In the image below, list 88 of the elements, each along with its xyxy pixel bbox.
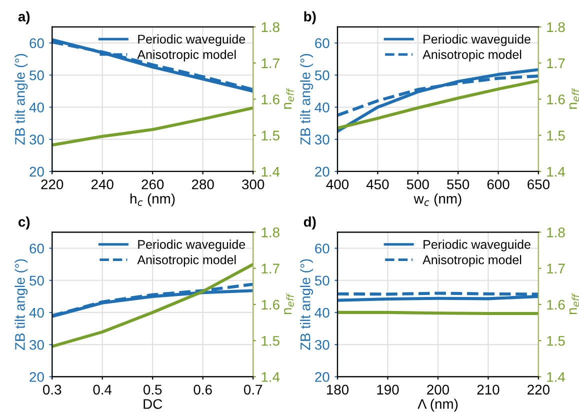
y-axis-title: ZB tilt angle (°)	[14, 259, 28, 350]
x-tick-label: 500	[406, 179, 429, 190]
y-tick-label: 50	[30, 276, 44, 286]
x-tick-label: 180	[326, 384, 349, 395]
legend-label: Periodic waveguide	[138, 240, 246, 252]
legend-label: Anisotropic model	[137, 50, 236, 62]
y-tick-label: 60	[30, 38, 44, 48]
x-tick-label: 190	[377, 384, 399, 395]
y2-tick-label: 1.4	[262, 166, 280, 176]
line-series	[52, 106, 254, 147]
y-axis-title: ZB tilt angle (°)	[300, 259, 314, 350]
y2-tick-label: 1.7	[547, 58, 565, 68]
y2-tick-label: 1.5	[547, 130, 565, 140]
y2-tick-label: 1.8	[547, 22, 565, 32]
chart-title: b)	[304, 11, 316, 24]
y2-tick-label: 1.8	[262, 22, 280, 32]
y-tick-label: 30	[314, 134, 330, 145]
y-tick-label: 50	[314, 276, 330, 286]
y2-tick-label: 1.4	[547, 372, 566, 382]
x-tick-label: 210	[477, 384, 500, 395]
y-tick-label: 50	[30, 70, 44, 80]
y-tick-label: 20	[315, 166, 330, 177]
legend-label: Anisotropic model	[137, 255, 236, 267]
y2-tick-label: 1.7	[262, 264, 280, 274]
x-axis-title: w$_{c}$ (nm)	[414, 193, 462, 206]
x-tick-label: 260	[142, 179, 164, 190]
x-tick-label: 280	[192, 179, 214, 190]
x-tick-label: 400	[326, 179, 349, 190]
legend-label: Periodic waveguide	[424, 240, 530, 252]
x-axis-title: DC	[144, 399, 162, 409]
y-tick-label: 60	[315, 244, 330, 254]
x-tick-label: 300	[242, 179, 264, 190]
x-tick-label: 0.7	[244, 384, 262, 395]
x-tick-label: 0.5	[143, 384, 162, 395]
y2-tick-label: 1.5	[262, 130, 280, 140]
y-tick-label: 40	[29, 102, 44, 112]
y2-tick-label: 1.5	[262, 336, 280, 346]
line-series	[337, 68, 538, 133]
y2-tick-label: 1.6	[262, 94, 280, 104]
y2-tick-label: 1.6	[262, 300, 280, 310]
x-tick-label: 650	[528, 179, 550, 190]
y-tick-label: 40	[314, 308, 330, 318]
x-tick-label: 600	[487, 179, 510, 190]
y2-axis-title: n$_{eff}$	[569, 88, 579, 109]
y-axis-title: ZB tilt angle (°)	[300, 54, 314, 145]
y2-tick-label: 1.4	[547, 166, 566, 176]
x-tick-label: 0.4	[93, 384, 112, 395]
y-tick-label: 50	[314, 70, 330, 80]
y2-axis-title: n$_{eff}$	[284, 88, 294, 109]
y2-tick-label: 1.6	[547, 300, 565, 310]
y2-tick-label: 1.7	[547, 264, 565, 274]
y2-tick-label: 1.4	[262, 372, 280, 382]
x-tick-label: 220	[41, 179, 64, 190]
legend-label: Periodic waveguide	[424, 34, 530, 46]
y-tick-label: 30	[314, 340, 330, 350]
y2-tick-label: 1.7	[262, 58, 280, 68]
legend-label: Anisotropic model	[422, 50, 522, 62]
x-tick-label: 200	[427, 384, 450, 395]
y-tick-label: 40	[29, 308, 44, 318]
chart-title: c)	[18, 216, 30, 230]
line-series	[337, 79, 538, 130]
y-tick-label: 60	[30, 244, 44, 254]
y-tick-label: 20	[315, 372, 330, 382]
y-tick-label: 20	[30, 372, 44, 382]
y2-axis-title: n$_{eff}$	[284, 293, 294, 314]
x-tick-label: 0.3	[43, 384, 62, 395]
x-tick-label: 450	[366, 179, 389, 190]
legend-label: Anisotropic model	[422, 255, 522, 267]
chart-title: a)	[18, 11, 30, 24]
chart-title: d)	[304, 216, 316, 230]
y-tick-label: 30	[30, 340, 44, 350]
y2-axis-title: n$_{eff}$	[569, 293, 579, 314]
x-tick-label: 220	[528, 384, 550, 395]
y-axis-title: ZB tilt angle (°)	[14, 54, 28, 145]
y2-tick-label: 1.5	[547, 336, 565, 346]
y2-tick-label: 1.8	[547, 228, 565, 238]
y-tick-label: 60	[315, 38, 330, 48]
x-tick-label: 550	[447, 179, 470, 190]
x-axis-title: h$_{c}$ (nm)	[130, 193, 175, 206]
x-axis-title: Λ (nm)	[418, 398, 458, 412]
x-tick-label: 0.6	[194, 384, 212, 395]
x-tick-label: 240	[91, 179, 114, 190]
legend-label: Periodic waveguide	[138, 34, 246, 46]
y2-tick-label: 1.6	[547, 94, 565, 104]
y2-tick-label: 1.8	[262, 228, 280, 238]
y-tick-label: 20	[30, 166, 44, 177]
y-tick-label: 40	[314, 102, 330, 112]
y-tick-label: 30	[30, 134, 44, 145]
